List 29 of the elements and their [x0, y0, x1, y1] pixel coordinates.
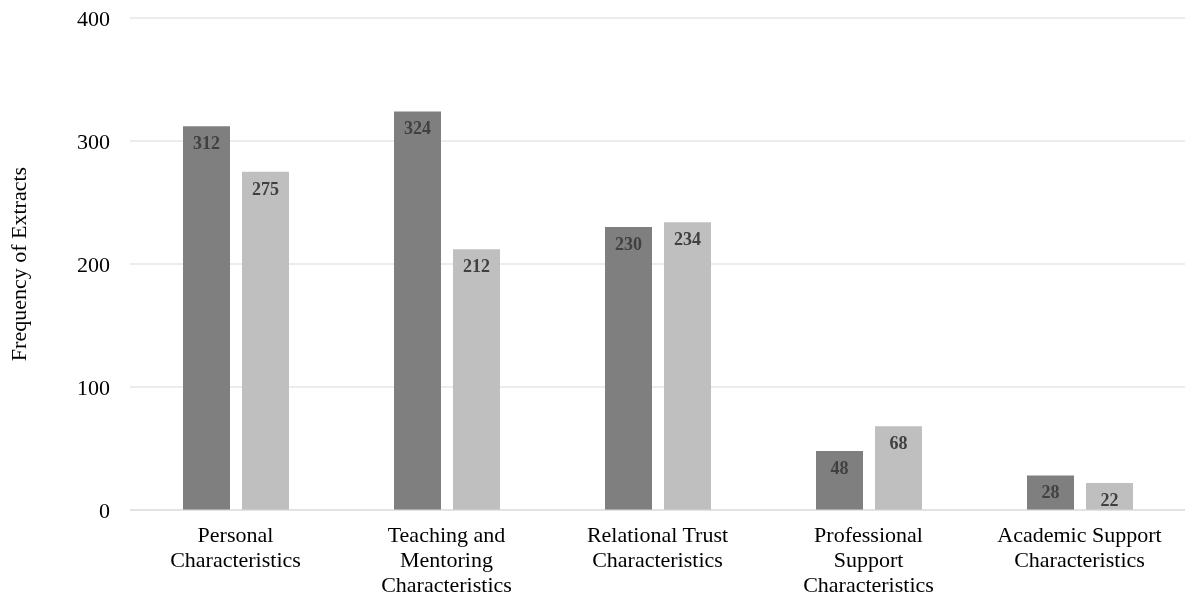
bar: [394, 111, 441, 510]
data-label: 324: [404, 118, 431, 139]
data-label: 234: [674, 228, 701, 249]
bar: [183, 126, 230, 510]
y-axis-title: Frequency of Extracts: [5, 166, 31, 362]
bar: [816, 450, 863, 510]
data-label: 275: [252, 178, 279, 199]
y-tick-label: 100: [77, 374, 110, 400]
bar: [605, 227, 652, 510]
x-tick-label: Relational Trust Characteristics: [586, 522, 729, 572]
x-tick-label: Professional Support Characteristics: [803, 522, 934, 597]
data-label: 28: [1041, 482, 1060, 503]
data-label: 230: [615, 233, 642, 254]
data-label: 48: [830, 457, 849, 478]
x-tick-label: Personal Characteristics: [170, 522, 301, 572]
data-label: 68: [889, 433, 908, 454]
bar: [242, 171, 289, 510]
y-tick-label: 300: [77, 128, 110, 154]
y-tick-label: 200: [77, 251, 110, 277]
bar: [664, 222, 711, 510]
data-label: 212: [463, 256, 490, 277]
bar: [453, 249, 500, 510]
bar: [875, 426, 922, 510]
y-tick-label: 400: [77, 5, 110, 31]
y-tick-label: 0: [99, 497, 110, 523]
x-tick-label: Academic Support Characteristics: [997, 522, 1162, 572]
data-label: 312: [193, 133, 220, 154]
data-label: 22: [1100, 489, 1119, 510]
x-tick-label: Teaching and Mentoring Characteristics: [381, 522, 512, 597]
